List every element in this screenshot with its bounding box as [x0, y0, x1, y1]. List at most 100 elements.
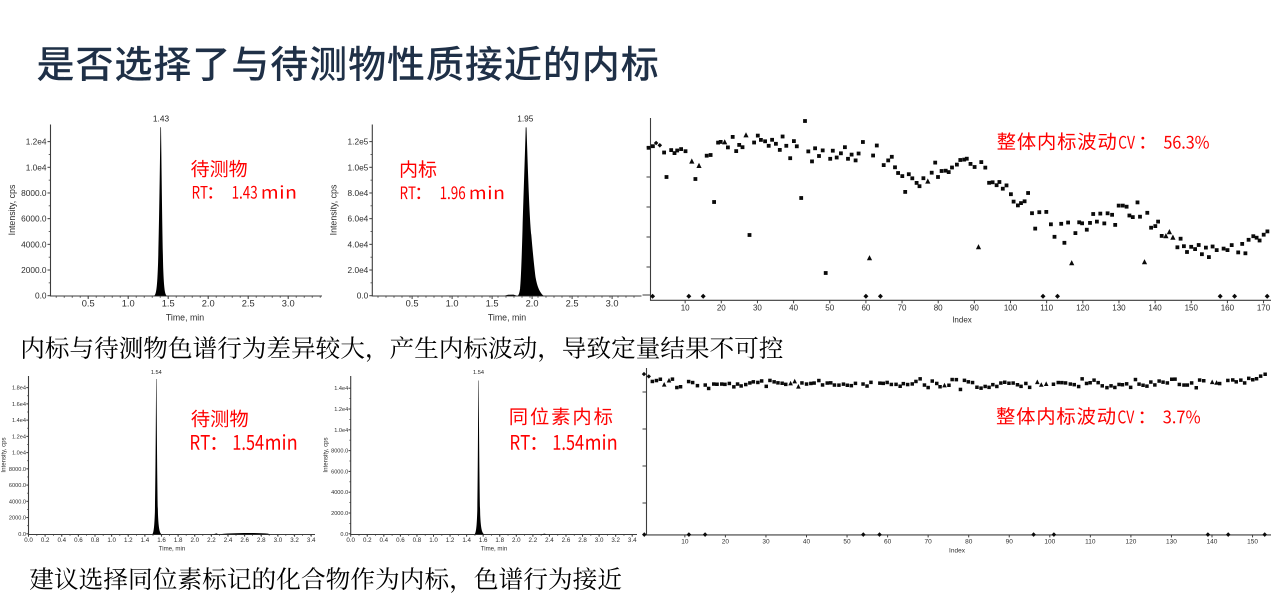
svg-text:1.0e4: 1.0e4 [334, 428, 348, 434]
svg-text:1.95: 1.95 [517, 113, 534, 123]
svg-text:3.0: 3.0 [274, 537, 283, 544]
svg-text:160: 160 [1221, 304, 1235, 313]
svg-text:4000.0: 4000.0 [21, 239, 47, 249]
svg-text:2.8: 2.8 [578, 537, 587, 544]
svg-text:1.0e4: 1.0e4 [26, 162, 47, 172]
svg-text:2.0: 2.0 [526, 299, 539, 309]
svg-text:1.2: 1.2 [124, 537, 133, 544]
svg-text:2000.0: 2000.0 [21, 265, 47, 275]
svg-text:1.6: 1.6 [479, 537, 488, 544]
svg-text:8000.0: 8000.0 [21, 188, 47, 198]
svg-text:1.0: 1.0 [429, 537, 438, 544]
svg-text:0.5: 0.5 [82, 299, 95, 309]
svg-text:50: 50 [843, 539, 851, 546]
svg-text:90: 90 [970, 304, 979, 313]
svg-text:2000.0: 2000.0 [331, 511, 348, 517]
svg-text:1.2: 1.2 [446, 537, 455, 544]
svg-text:2.2: 2.2 [207, 537, 216, 544]
svg-text:0.2: 0.2 [41, 537, 50, 544]
svg-text:0.0: 0.0 [24, 537, 33, 544]
svg-text:0.0: 0.0 [35, 291, 47, 301]
svg-text:1.4: 1.4 [141, 537, 150, 544]
svg-text:2.2: 2.2 [529, 537, 538, 544]
svg-text:2.4: 2.4 [224, 537, 233, 544]
svg-text:3.2: 3.2 [290, 537, 299, 544]
svg-text:80: 80 [934, 304, 943, 313]
svg-text:Index: Index [949, 548, 966, 555]
svg-text:110: 110 [1040, 304, 1053, 313]
svg-text:Intensity, cps: Intensity, cps [7, 184, 17, 235]
svg-text:20: 20 [722, 539, 730, 546]
svg-text:30: 30 [762, 539, 770, 546]
svg-text:170: 170 [1257, 304, 1271, 313]
svg-text:Intensity, cps: Intensity, cps [323, 437, 330, 472]
svg-text:1.2e4: 1.2e4 [26, 137, 47, 147]
svg-text:1.2e4: 1.2e4 [334, 407, 348, 413]
svg-text:Time, min: Time, min [159, 546, 186, 553]
svg-text:100: 100 [1004, 304, 1018, 313]
svg-text:1.8e4: 1.8e4 [12, 386, 26, 392]
svg-text:0.0: 0.0 [357, 291, 369, 301]
svg-text:1.0e4: 1.0e4 [12, 451, 26, 457]
svg-text:1.4e4: 1.4e4 [12, 418, 26, 424]
svg-text:6000.0: 6000.0 [21, 214, 47, 224]
svg-text:1.0e5: 1.0e5 [348, 162, 369, 172]
svg-text:2.4: 2.4 [545, 537, 554, 544]
svg-text:6000.0: 6000.0 [331, 469, 348, 475]
svg-text:10: 10 [681, 304, 690, 313]
svg-text:1.2e4: 1.2e4 [12, 434, 26, 440]
svg-text:120: 120 [1125, 539, 1136, 546]
svg-text:3.4: 3.4 [307, 537, 316, 544]
svg-text:70: 70 [898, 304, 907, 313]
svg-text:1.4e4: 1.4e4 [334, 386, 348, 392]
svg-text:8000.0: 8000.0 [331, 449, 348, 455]
svg-text:2.0: 2.0 [190, 537, 199, 544]
svg-text:4.0e4: 4.0e4 [348, 239, 369, 249]
svg-text:140: 140 [1148, 304, 1162, 313]
svg-text:120: 120 [1076, 304, 1090, 313]
svg-text:3.0: 3.0 [282, 299, 295, 309]
svg-text:40: 40 [789, 304, 798, 313]
svg-text:1.2e5: 1.2e5 [348, 137, 369, 147]
svg-text:8000.0: 8000.0 [9, 467, 26, 473]
svg-text:100: 100 [1044, 539, 1055, 546]
svg-text:Index: Index [952, 316, 972, 325]
svg-text:130: 130 [1166, 539, 1177, 546]
svg-text:6000.0: 6000.0 [9, 483, 26, 489]
svg-text:2.6: 2.6 [562, 537, 571, 544]
svg-text:Intensity, cps: Intensity, cps [329, 184, 339, 235]
svg-text:0.8: 0.8 [413, 537, 422, 544]
svg-text:10: 10 [681, 539, 689, 546]
svg-text:3.4: 3.4 [628, 537, 637, 544]
svg-text:1.0: 1.0 [107, 537, 116, 544]
svg-text:1.6e4: 1.6e4 [12, 402, 26, 408]
svg-text:1.6: 1.6 [157, 537, 166, 544]
svg-text:8.0e4: 8.0e4 [348, 188, 369, 198]
svg-text:110: 110 [1085, 539, 1096, 546]
svg-text:130: 130 [1112, 304, 1126, 313]
svg-text:50: 50 [825, 304, 834, 313]
svg-text:0.5: 0.5 [406, 299, 419, 309]
svg-text:150: 150 [1247, 539, 1258, 546]
svg-text:Time, min: Time, min [166, 313, 204, 323]
svg-text:2.0e4: 2.0e4 [348, 265, 369, 275]
svg-text:2.5: 2.5 [242, 299, 255, 309]
svg-text:4000.0: 4000.0 [9, 499, 26, 505]
svg-text:1.4: 1.4 [462, 537, 471, 544]
svg-text:0.0: 0.0 [18, 532, 26, 538]
svg-text:90: 90 [1006, 539, 1014, 546]
svg-text:3.0: 3.0 [595, 537, 604, 544]
svg-text:0.2: 0.2 [363, 537, 372, 544]
svg-text:3.2: 3.2 [611, 537, 620, 544]
svg-text:0.0: 0.0 [340, 532, 348, 538]
svg-text:0.4: 0.4 [380, 537, 389, 544]
svg-text:0.6: 0.6 [74, 537, 83, 544]
svg-text:2000.0: 2000.0 [9, 516, 26, 522]
svg-text:2.6: 2.6 [240, 537, 249, 544]
svg-text:150: 150 [1185, 304, 1199, 313]
svg-text:70: 70 [925, 539, 933, 546]
svg-text:60: 60 [884, 539, 892, 546]
svg-text:0.4: 0.4 [57, 537, 66, 544]
svg-text:Intensity, cps: Intensity, cps [1, 437, 8, 472]
svg-text:1.43: 1.43 [153, 113, 170, 123]
